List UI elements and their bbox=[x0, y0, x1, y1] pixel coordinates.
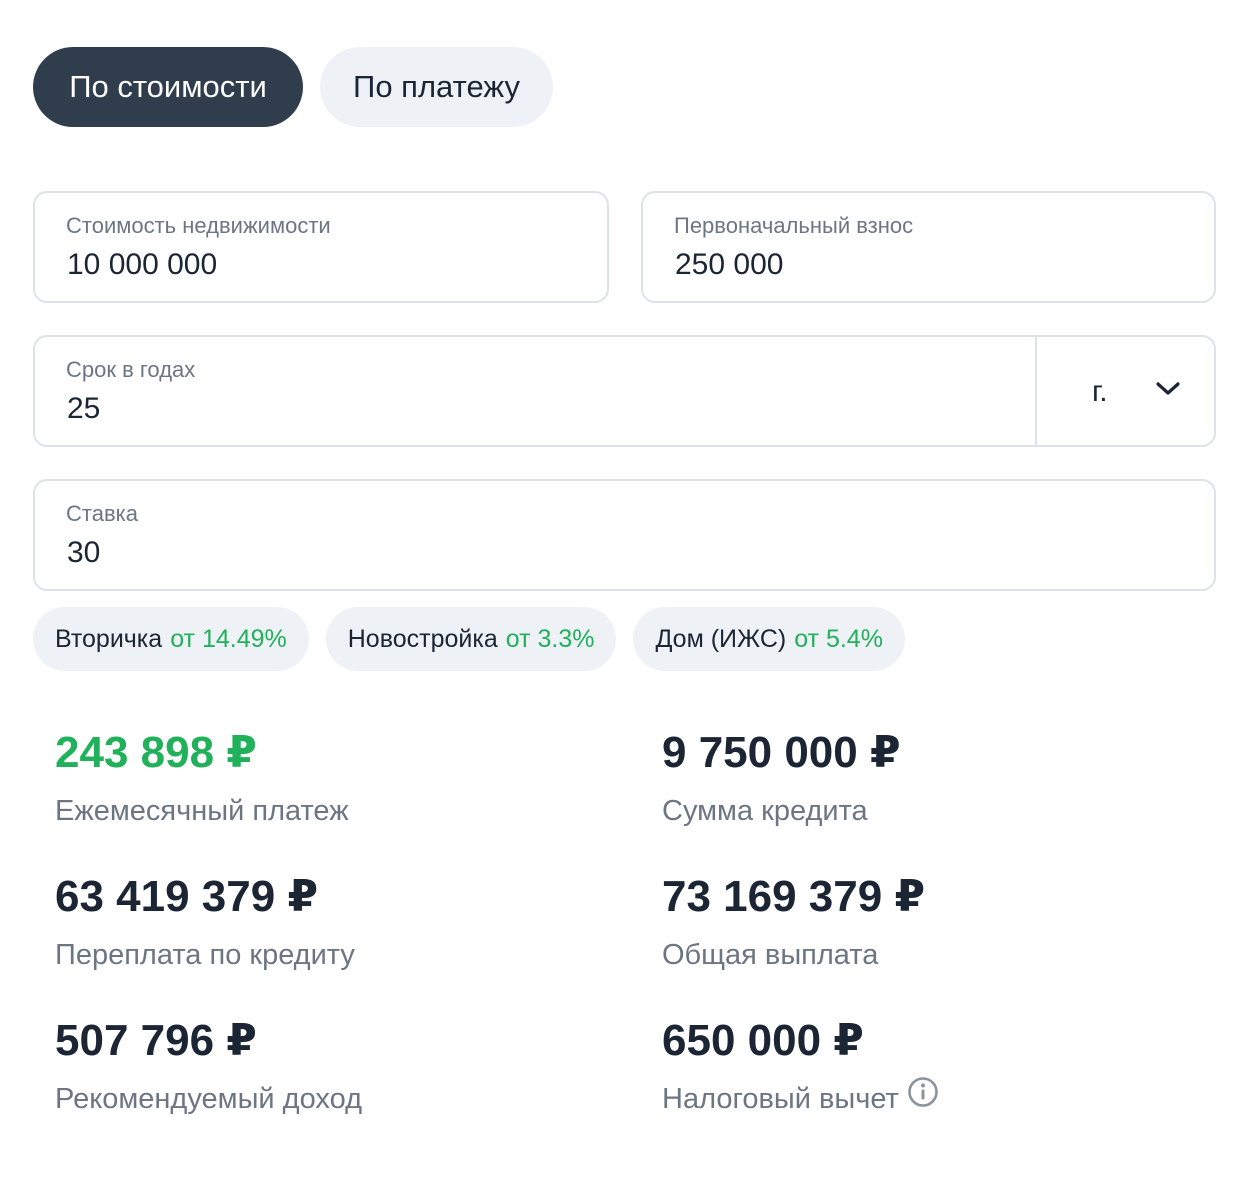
chip-rate: от 5.4% bbox=[794, 624, 883, 653]
monthly-payment-stat: 243 898 ₽ Ежемесячный платеж bbox=[55, 731, 349, 828]
monthly-payment-value: 243 898 ₽ bbox=[55, 728, 257, 777]
overpayment-stat: 63 419 379 ₽ Переплата по кредиту bbox=[55, 875, 355, 972]
tax-deduction-caption: Налоговый вычет bbox=[662, 1076, 939, 1116]
tab-by-cost[interactable]: По стоимости bbox=[33, 47, 303, 127]
info-icon[interactable] bbox=[907, 1076, 939, 1108]
chip-rate: от 3.3% bbox=[505, 624, 595, 653]
recommended-income-stat: 507 796 ₽ Рекомендуемый доход bbox=[55, 1019, 362, 1116]
chip-new-building[interactable]: Новостройка от 3.3% bbox=[325, 607, 617, 671]
overpayment-label: Переплата по кредиту bbox=[55, 939, 355, 971]
overpayment-value: 63 419 379 ₽ bbox=[55, 872, 319, 921]
down-payment-field[interactable]: Первоначальный взнос 250 000 bbox=[641, 191, 1216, 303]
recommended-income-value: 507 796 ₽ bbox=[55, 1016, 257, 1065]
rate-field[interactable]: Ставка 30 bbox=[33, 479, 1216, 591]
chip-label: Новостройка bbox=[347, 624, 498, 653]
term-input[interactable]: 25 bbox=[67, 392, 101, 425]
property-price-field[interactable]: Стоимость недвижимости 10 000 000 bbox=[33, 191, 609, 303]
total-payment-stat: 73 169 379 ₽ Общая выплата bbox=[662, 875, 925, 972]
rate-label: Ставка bbox=[66, 501, 138, 526]
term-label: Срок в годах bbox=[66, 357, 196, 382]
recommended-income-label: Рекомендуемый доход bbox=[55, 1083, 362, 1115]
tax-deduction-value: 650 000 ₽ bbox=[662, 1016, 864, 1065]
tax-deduction-stat: 650 000 ₽ Налоговый вычет bbox=[662, 1019, 939, 1116]
loan-amount-value: 9 750 000 ₽ bbox=[662, 728, 901, 777]
total-payment-label: Общая выплата bbox=[662, 939, 879, 971]
property-price-input[interactable]: 10 000 000 bbox=[67, 248, 218, 281]
down-payment-label: Первоначальный взнос bbox=[674, 213, 914, 238]
term-unit-select[interactable]: г. bbox=[1035, 337, 1216, 445]
chip-label: Вторичка bbox=[55, 624, 163, 653]
chip-label: Дом (ИЖС) bbox=[655, 624, 787, 653]
term-unit-value: г. bbox=[1092, 375, 1108, 408]
tab-by-payment[interactable]: По платежу bbox=[320, 47, 553, 127]
total-payment-value: 73 169 379 ₽ bbox=[662, 872, 926, 921]
term-field[interactable]: Срок в годах 25 г. bbox=[33, 335, 1216, 447]
rate-input[interactable]: 30 bbox=[67, 536, 101, 569]
calc-mode-tabs: По стоимости По платежу bbox=[33, 47, 553, 127]
chip-rate: от 14.49% bbox=[170, 624, 287, 653]
chevron-down-icon bbox=[1156, 382, 1180, 395]
loan-amount-stat: 9 750 000 ₽ Сумма кредита bbox=[662, 731, 901, 828]
rate-preset-chips: Вторичка от 14.49% Новостройка от 3.3% Д… bbox=[33, 607, 905, 671]
chip-secondary-market[interactable]: Вторичка от 14.49% bbox=[33, 607, 309, 671]
chip-house-izhs[interactable]: Дом (ИЖС) от 5.4% bbox=[633, 607, 905, 671]
loan-amount-label: Сумма кредита bbox=[662, 795, 868, 827]
down-payment-input[interactable]: 250 000 bbox=[675, 248, 784, 281]
property-price-label: Стоимость недвижимости bbox=[66, 213, 331, 238]
tax-deduction-label: Налоговый вычет bbox=[662, 1083, 899, 1115]
monthly-payment-label: Ежемесячный платеж bbox=[55, 795, 349, 827]
